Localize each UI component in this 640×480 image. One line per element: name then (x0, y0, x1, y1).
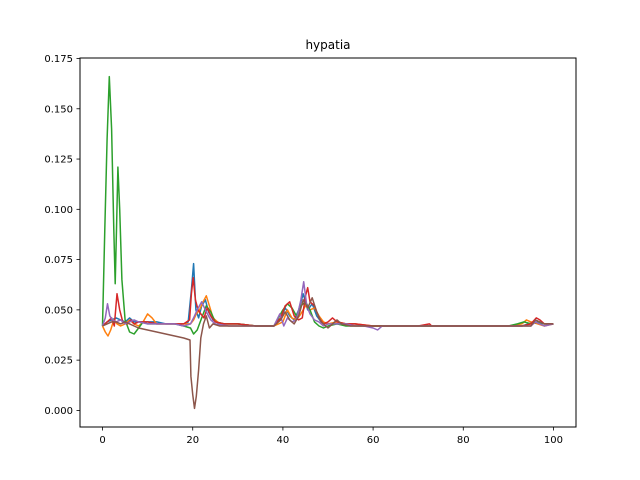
y-tick-label: 0.050 (44, 305, 73, 316)
y-tick-label: 0.075 (44, 255, 73, 266)
series-line-6 (102, 297, 554, 410)
y-tick-label: 0.000 (44, 406, 73, 417)
x-tick-label: 0 (99, 435, 105, 446)
x-tick-label: 60 (367, 435, 380, 446)
y-tick-label: 0.175 (44, 54, 73, 65)
y-tick-label: 0.125 (44, 155, 73, 166)
axes-layer: 0 20 40 60 80 100 0.000 0.025 0.050 0.075 0.100 0.1… (44, 54, 563, 446)
y-tick-label: 0.100 (44, 205, 73, 216)
y-tick-label: 0.150 (44, 104, 73, 115)
x-tick-label: 40 (277, 435, 290, 446)
x-tick-label: 20 (186, 435, 199, 446)
x-tick-label: 100 (544, 435, 563, 446)
y-tick-label: 0.025 (44, 356, 73, 367)
series-layer (101, 75, 554, 410)
x-tick-label: 80 (457, 435, 470, 446)
plot-frame (79, 57, 577, 428)
chart-title: hypatia (305, 38, 350, 52)
